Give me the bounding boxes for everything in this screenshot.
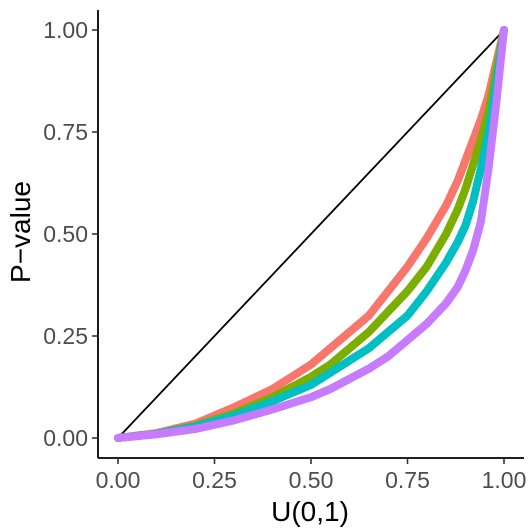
axes: [92, 10, 524, 464]
data-point: [500, 26, 508, 34]
x-tick-label: 0.75: [385, 467, 430, 493]
x-tick-label: 1.00: [482, 467, 527, 493]
y-tick-label: 1.00: [43, 17, 88, 43]
x-axis-title: U(0,1): [271, 496, 349, 527]
y-tick-label: 0.50: [43, 221, 88, 247]
reference-line-layer: [117, 29, 505, 439]
series-4: [114, 26, 508, 442]
x-tick-label: 0.50: [289, 467, 334, 493]
x-tick-label: 0.25: [192, 467, 237, 493]
reference-line: [117, 29, 505, 439]
x-tick-label: 0.00: [96, 467, 141, 493]
y-tick-label: 0.25: [43, 323, 88, 349]
y-tick-label: 0.00: [43, 425, 88, 451]
y-axis-title: P−value: [5, 181, 36, 283]
y-tick-label: 0.75: [43, 119, 88, 145]
data-points-layer: [114, 26, 508, 442]
tick-labels: 0.00 0.25 0.50 0.75 1.00 0.00 0.25 0.50 0.75 1.00: [43, 17, 526, 493]
